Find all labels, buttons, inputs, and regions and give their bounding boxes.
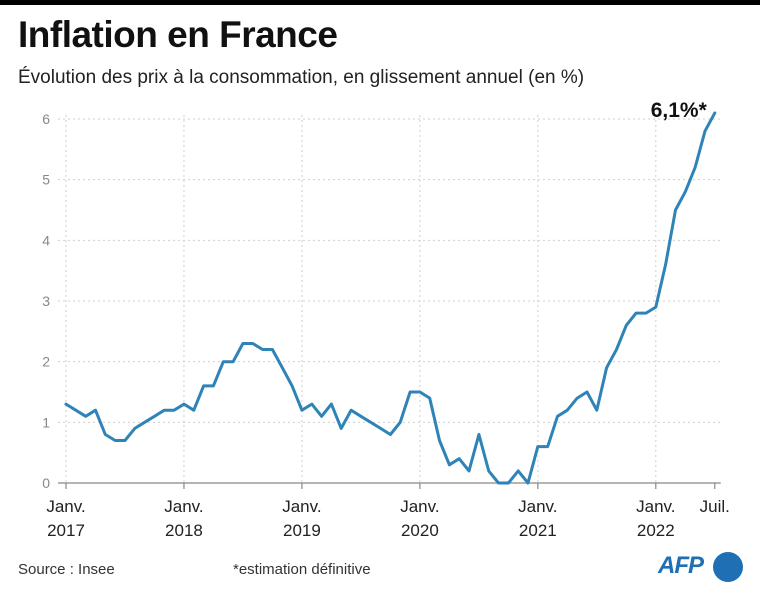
chart-subtitle: Évolution des prix à la consommation, en… [18, 67, 585, 88]
x-tick-label: Janv. [282, 497, 321, 516]
y-tick-label: 0 [42, 475, 50, 491]
y-tick-label: 5 [42, 172, 50, 188]
footnote: *estimation définitive [233, 561, 371, 578]
source-note: Source : Insee [18, 561, 115, 578]
y-tick-label: 4 [42, 232, 50, 248]
x-tick-label: Janv. [164, 497, 203, 516]
afp-logo-circle-icon [713, 552, 743, 582]
y-tick-label: 1 [42, 414, 50, 430]
x-tick-year-label: 2022 [637, 521, 675, 540]
y-tick-label: 6 [42, 111, 50, 127]
afp-logo-text: AFP [658, 552, 704, 579]
x-tick-year-label: 2020 [401, 521, 439, 540]
chart-title: Inflation en France [18, 14, 338, 55]
x-tick-label: Janv. [46, 497, 85, 516]
afp-logo: AFP [658, 550, 746, 584]
last-value-annotation: 6,1%* [651, 99, 708, 122]
x-tick-label: Janv. [400, 497, 439, 516]
x-tick-year-label: 2017 [47, 521, 85, 540]
x-tick-label: Juil. [700, 497, 730, 516]
x-tick-year-label: 2019 [283, 521, 321, 540]
inflation-series-line [64, 111, 717, 485]
y-tick-label: 2 [42, 354, 50, 370]
top-bar [0, 0, 760, 5]
x-tick-label: Janv. [636, 497, 675, 516]
x-tick-year-label: 2018 [165, 521, 203, 540]
x-tick-year-label: 2021 [519, 521, 557, 540]
y-tick-label: 3 [42, 293, 50, 309]
inflation-line-chart: 0 1 2 3 4 5 6 Janv. 2017 Janv. 2018 Janv. 2019 Janv. 2… [42, 99, 730, 540]
x-tick-label: Janv. [518, 497, 557, 516]
